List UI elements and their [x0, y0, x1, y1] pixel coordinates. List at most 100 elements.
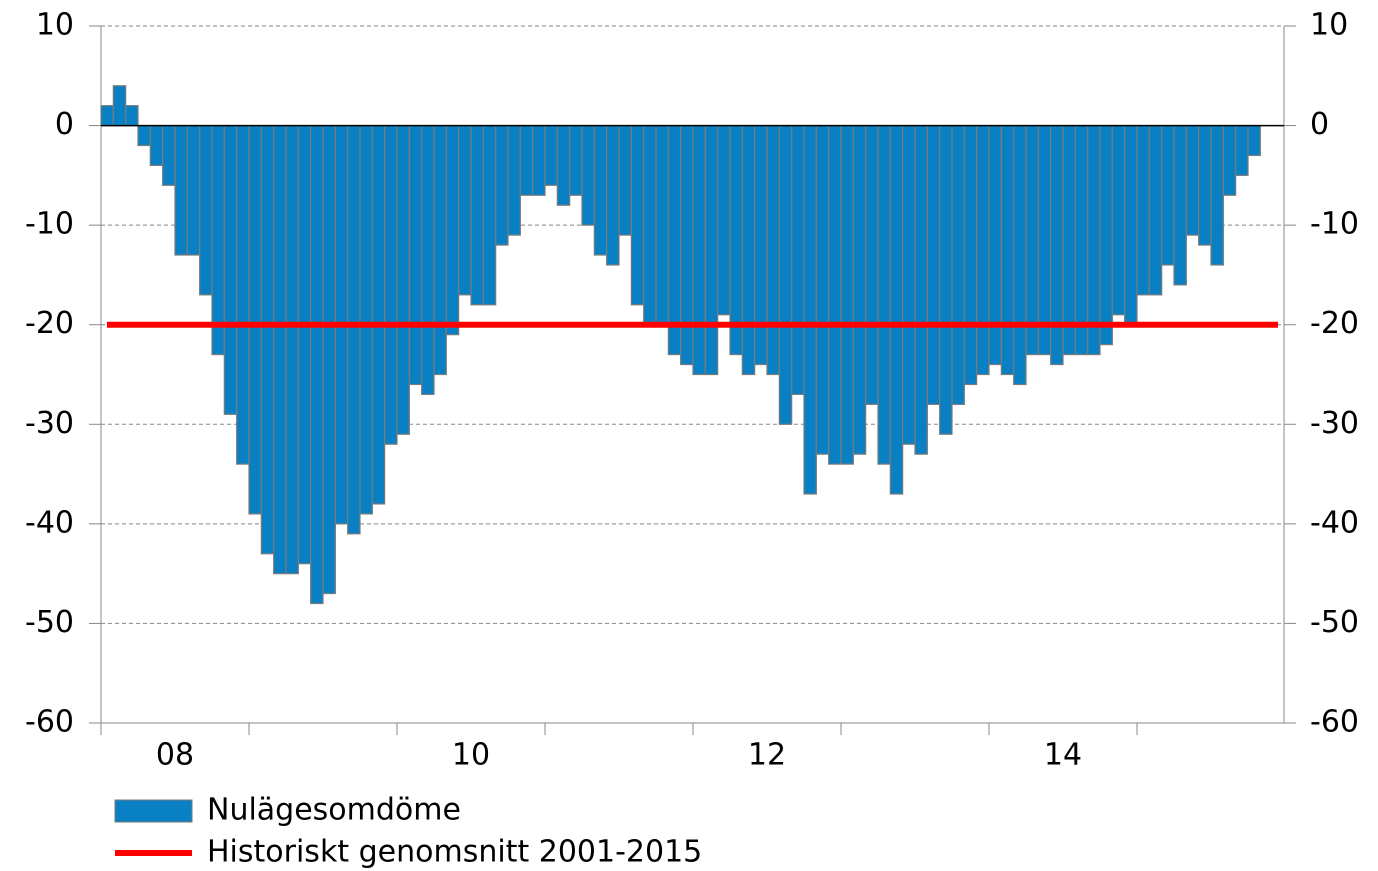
x-tick-label: 08: [156, 738, 194, 773]
bar: [1074, 124, 1089, 356]
bar: [507, 124, 521, 236]
bar: [482, 124, 497, 306]
bar: [902, 124, 916, 445]
bar: [593, 124, 608, 256]
y2-tick-label: 0: [1310, 107, 1329, 142]
bar: [791, 124, 805, 396]
y2-tick-label: -20: [1310, 306, 1359, 341]
legend-swatch: [114, 799, 193, 823]
y-tick-label: -50: [25, 605, 74, 640]
bar: [186, 124, 201, 256]
bar: [532, 124, 546, 196]
bar: [1013, 124, 1027, 386]
bar: [495, 124, 509, 246]
bar: [248, 124, 262, 515]
bar: [544, 124, 558, 186]
y2-tick-label: -60: [1310, 705, 1359, 740]
bar: [1235, 124, 1249, 176]
bar: [1050, 124, 1064, 366]
bar: [371, 124, 386, 505]
bar: [926, 124, 941, 405]
y2-tick-label: -30: [1310, 406, 1359, 441]
legend-label: Nulägesomdöme: [207, 793, 461, 828]
bar: [408, 124, 423, 386]
bar: [667, 124, 682, 356]
bar: [1124, 124, 1138, 326]
bar: [421, 124, 435, 396]
y-tick-label: 10: [36, 8, 74, 43]
bar: [236, 124, 250, 465]
bar: [112, 85, 127, 127]
bar: [458, 124, 472, 296]
bar: [211, 124, 225, 356]
bar: [618, 124, 632, 236]
bar: [729, 124, 743, 356]
y2-tick-label: -40: [1310, 505, 1359, 540]
bar: [223, 124, 238, 415]
bar: [741, 124, 756, 376]
bar: [556, 124, 571, 206]
y2-tick-label: -50: [1310, 605, 1359, 640]
bar: [433, 124, 447, 376]
bar: [766, 124, 780, 376]
bar: [174, 124, 188, 256]
bar: [359, 124, 373, 515]
bar: [704, 124, 719, 376]
bar: [754, 124, 768, 366]
bar: [692, 124, 706, 376]
bar: [1198, 124, 1212, 246]
legend-label: Historiskt genomsnitt 2001-2015: [207, 835, 702, 870]
y-tick-label: 0: [55, 107, 74, 142]
y-tick-label: -40: [25, 505, 74, 540]
bar: [939, 124, 953, 435]
bar: [519, 124, 534, 196]
bar: [778, 124, 793, 425]
bar: [606, 124, 620, 266]
bar: [815, 124, 830, 455]
bar: [1000, 124, 1015, 376]
bar: [1025, 124, 1039, 356]
bar: [1136, 124, 1150, 296]
bar: [470, 124, 484, 306]
bar: [988, 124, 1002, 366]
bar: [297, 124, 312, 565]
bar: [852, 124, 867, 455]
bar: [865, 124, 879, 405]
bar: [1111, 124, 1126, 316]
bar: [1222, 124, 1237, 196]
bar: [1099, 124, 1113, 346]
x-tick-label: 12: [748, 738, 786, 773]
bar: [1210, 124, 1224, 266]
bar: [1173, 124, 1187, 286]
y2-tick-label: 10: [1310, 8, 1348, 43]
bar: [347, 124, 361, 535]
y2-tick-label: -10: [1310, 207, 1359, 242]
bar: [1087, 124, 1101, 356]
y-tick-label: -20: [25, 306, 74, 341]
bar: [260, 124, 275, 555]
bar: [322, 124, 336, 595]
bar: [643, 124, 657, 326]
bar: [1247, 124, 1261, 157]
bar: [963, 124, 978, 386]
bar: [569, 124, 583, 196]
bar: [840, 124, 854, 465]
bar: [914, 124, 928, 455]
bar: [1062, 124, 1076, 356]
bar: [889, 124, 904, 495]
bar: [137, 124, 151, 147]
bar: [396, 124, 410, 435]
bar: [877, 124, 891, 465]
bar: [149, 124, 164, 166]
bar: [1037, 124, 1052, 356]
bar: [445, 124, 460, 336]
bar: [125, 105, 139, 127]
bar: [655, 124, 669, 326]
bar: [630, 124, 645, 306]
y-tick-label: -30: [25, 406, 74, 441]
bar: [273, 124, 287, 575]
bar: [310, 124, 324, 605]
bar: [717, 124, 731, 316]
bar: [680, 124, 694, 366]
